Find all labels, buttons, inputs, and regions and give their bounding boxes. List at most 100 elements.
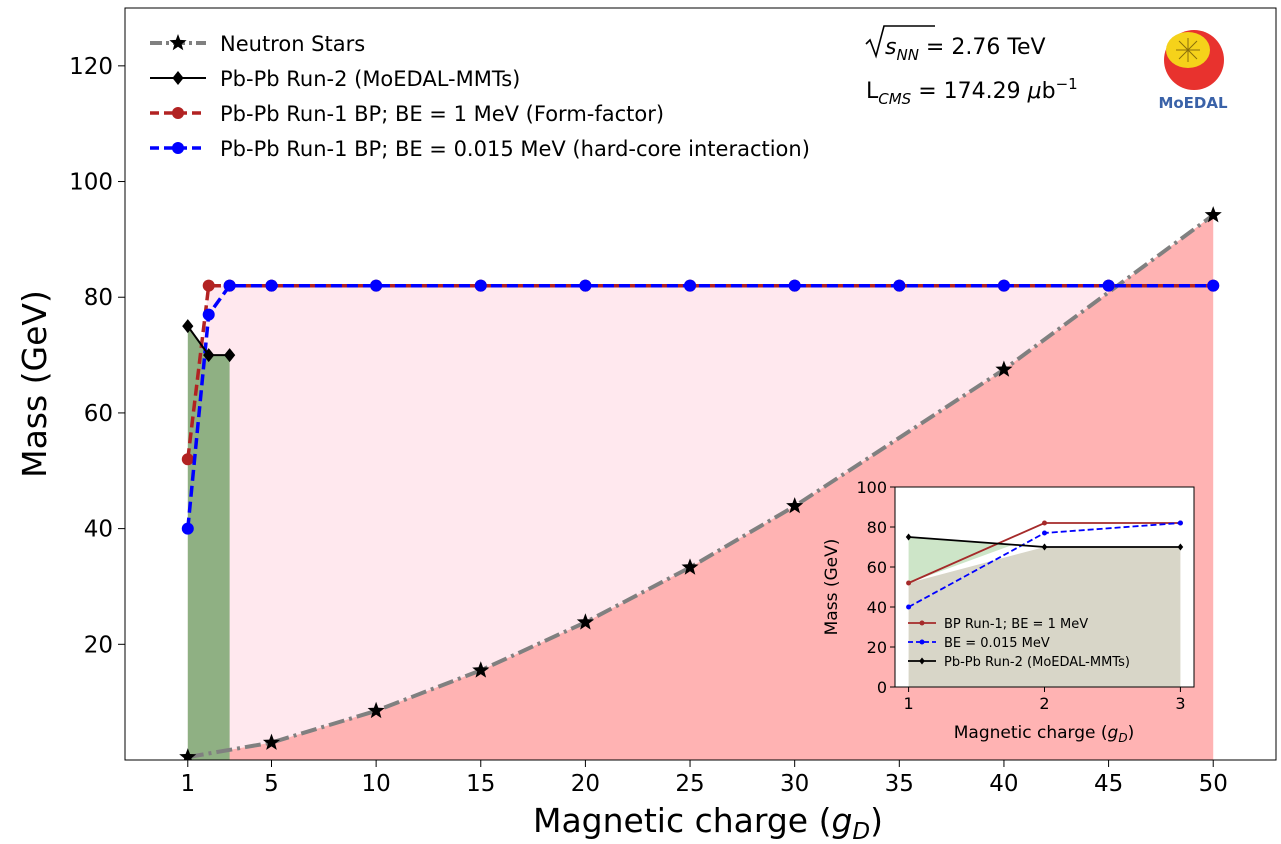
legend-label: Pb-Pb Run-2 (MoEDAL-MMTs): [220, 67, 520, 91]
logo-text: MoEDAL: [1158, 94, 1228, 112]
run2-region-fill: [187, 326, 230, 760]
run2-point: [182, 319, 194, 334]
inset-legend-label: BP Run-1; BE = 1 MeV: [944, 617, 1088, 632]
inset-run1-hardcore-point: [906, 604, 912, 610]
inset-y-tick-label: 60: [867, 558, 887, 577]
neutron-star-point: [262, 733, 281, 750]
neutron-star-point: [367, 701, 385, 719]
inset-legend-circle: [919, 620, 925, 626]
y-tick-label: 120: [69, 54, 113, 80]
run1-hardcore-point: [202, 308, 215, 321]
x-tick-label: 25: [675, 771, 704, 797]
run1-hardcore-point: [181, 522, 194, 535]
neutron-star-point: [681, 558, 699, 575]
y-tick-label: 60: [84, 401, 113, 427]
run1-hardcore-point: [1102, 279, 1115, 292]
neutron-star-point: [995, 360, 1013, 377]
run1-hardcore-point: [788, 279, 801, 292]
inset-x-tick-label: 2: [1039, 694, 1049, 713]
inset-y-label: Mass (GeV): [822, 539, 842, 636]
x-tick-label: 1: [180, 771, 195, 797]
y-tick-label: 80: [84, 285, 113, 311]
run1-formfactor-point: [181, 453, 194, 466]
x-tick-label: 20: [571, 771, 600, 797]
legend-entry: Pb-Pb Run-2 (MoEDAL-MMTs): [150, 67, 520, 91]
legend-diamond-marker: [172, 71, 184, 85]
y-tick-label: 100: [69, 170, 113, 196]
sqrt-symbol: [865, 25, 935, 59]
inset-legend-diamond: [919, 657, 925, 665]
inset-y-tick-label: 100: [856, 478, 887, 497]
inset-run1-hardcore-point: [1177, 520, 1183, 526]
run1-formfactor-point: [202, 279, 215, 292]
inset-x-tick-label: 1: [903, 694, 913, 713]
inset-chart: 1 2 3 0 20 40 60 80 100 BP Run-1; BE = 1 MeV BE =…: [822, 478, 1195, 745]
energy-annotation: sNN = 2.76 TeV: [865, 25, 1046, 64]
x-tick-label: 5: [264, 771, 279, 797]
legend-label: Neutron Stars: [220, 32, 365, 56]
run2-point: [224, 348, 236, 363]
x-label-var: g: [831, 801, 852, 840]
logo-burst: [1176, 38, 1200, 62]
x-axis-label: Magnetic charge (gD): [533, 801, 883, 844]
run1-hardcore-point: [893, 279, 906, 292]
legend-label: Pb-Pb Run-1 BP; BE = 1 MeV (Form-factor): [220, 102, 664, 126]
legend-entry: Pb-Pb Run-1 BP; BE = 0.015 MeV (hard-cor…: [150, 137, 810, 161]
inset-y-tick-label: 0: [877, 678, 887, 697]
main-plot-frame: [124, 7, 1277, 761]
run1-hardcore-point: [1207, 279, 1220, 292]
inset-y-tick-label: 80: [867, 518, 887, 537]
x-tick-label: 50: [1199, 771, 1228, 797]
legend-label: Pb-Pb Run-1 BP; BE = 0.015 MeV (hard-cor…: [220, 137, 810, 161]
inset-legend-label: Pb-Pb Run-2 (MoEDAL-MMTs): [944, 655, 1130, 670]
inset-run1-formfactor-point: [906, 580, 912, 586]
neutron-star-point: [576, 613, 594, 630]
neutron-star-point: [179, 748, 197, 760]
neutron-star-point: [786, 497, 804, 514]
neutron-star-point: [1204, 206, 1222, 223]
x-tick-label: 35: [885, 771, 914, 797]
y-tick-label: 40: [84, 517, 113, 543]
inset-legend-label: BE = 0.015 MeV: [944, 636, 1050, 651]
inset-legend-entry: BP Run-1; BE = 1 MeV: [908, 617, 1088, 632]
y-tick-label: 20: [84, 632, 113, 658]
excluded-region-fill: [187, 215, 1214, 758]
main-series-group: [179, 206, 1222, 760]
inset-series-group: [905, 520, 1184, 610]
run2-point: [203, 348, 215, 363]
y-axis-label: Mass (GeV): [15, 290, 54, 478]
neutron-star-point: [472, 661, 490, 678]
main-legend: Neutron Stars Pb-Pb Run-2 (MoEDAL-MMTs) Pb…: [150, 32, 810, 161]
lumi-annotation: LCMS = 174.29 μb−1: [866, 75, 1078, 108]
run1-hardcore-point: [997, 279, 1010, 292]
run1-hardcore-point: [684, 279, 697, 292]
inset-y-tick-label: 20: [867, 638, 887, 657]
run1-hardcore-point: [370, 279, 383, 292]
x-tick-label: 40: [989, 771, 1018, 797]
run1-hardcore-point: [579, 279, 592, 292]
inset-y-tick-label: 40: [867, 598, 887, 617]
x-tick-label: 30: [780, 771, 809, 797]
run1-hardcore-point: [223, 279, 236, 292]
x-tick-label: 10: [361, 771, 390, 797]
inset-run2-point: [905, 533, 912, 541]
legend-star-marker: [169, 34, 187, 51]
inset-axes: 1 2 3 0 20 40 60 80 100: [856, 478, 1185, 713]
inset-legend-entry: BE = 0.015 MeV: [908, 636, 1050, 651]
legend-circle-marker: [172, 107, 184, 119]
inset-legend-circle: [919, 639, 925, 645]
run1-hardcore-point: [474, 279, 487, 292]
x-label-main: Magnetic charge (: [533, 801, 831, 840]
x-tick-label: 45: [1094, 771, 1123, 797]
moedal-logo: MoEDAL: [1158, 30, 1228, 112]
svg-text:sNN = 2.76 TeV: sNN = 2.76 TeV: [885, 35, 1046, 64]
inset-run2-point: [1041, 543, 1048, 551]
inset-run1-formfactor-point: [1042, 520, 1047, 526]
inset-legend: BP Run-1; BE = 1 MeV BE = 0.015 MeV Pb-Pb …: [908, 617, 1130, 670]
inset-overlap-fill: [908, 547, 1181, 687]
inset-x-label: Magnetic charge (gD): [954, 723, 1134, 745]
legend-entry: Neutron Stars: [150, 32, 365, 56]
run1-hardcore-point: [265, 279, 278, 292]
